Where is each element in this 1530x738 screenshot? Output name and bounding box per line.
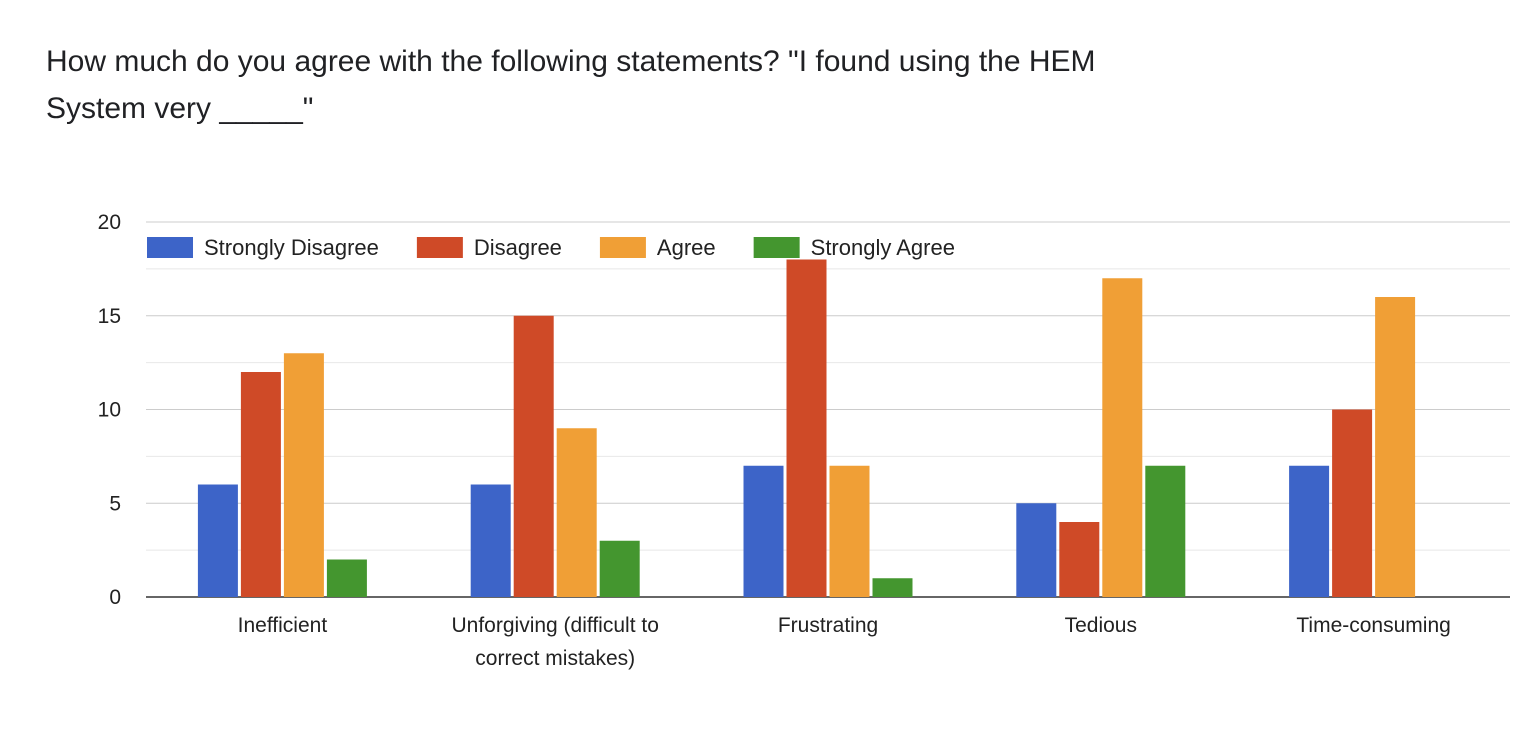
chart-title-line-1: How much do you agree with the following… (46, 45, 1096, 78)
legend-swatch (753, 237, 800, 258)
x-category-label: Tedious (1065, 614, 1137, 637)
bar-strongly-agree (599, 540, 640, 597)
legend-label: Agree (657, 235, 716, 260)
legend-swatch (416, 237, 463, 258)
y-axis-tick-labels: 0 5 10 15 20 (98, 211, 121, 609)
bars (197, 259, 1416, 597)
x-category-label: correct mistakes) (475, 647, 635, 670)
y-tick-label: 0 (109, 586, 121, 609)
y-tick-label: 5 (109, 492, 121, 515)
bar-strongly-disagree (1016, 503, 1057, 597)
bar-strongly-agree (1145, 465, 1186, 597)
bar-agree (1375, 297, 1416, 597)
legend-swatch (599, 237, 646, 258)
chart-title-line-2: System very _____" (46, 92, 314, 125)
y-tick-label: 15 (98, 305, 121, 328)
x-category-label: Unforgiving (difficult to (452, 614, 659, 637)
bar-disagree (1332, 409, 1373, 597)
x-category-label: Time-consuming (1296, 614, 1450, 637)
legend: Strongly Disagree Disagree Agree Strongly A… (147, 235, 955, 260)
gridlines (146, 221, 1510, 598)
bar-disagree (240, 372, 281, 597)
bar-disagree (1059, 522, 1100, 597)
bar-strongly-disagree (470, 484, 511, 597)
chart-title: How much do you agree with the following… (46, 38, 1246, 132)
y-tick-label: 20 (98, 211, 121, 234)
legend-label: Disagree (474, 235, 562, 260)
bar-agree (556, 428, 597, 597)
bar-strongly-agree (326, 559, 367, 597)
bar-strongly-disagree (1289, 465, 1330, 597)
bar-strongly-disagree (743, 465, 784, 597)
x-category-label: Frustrating (778, 614, 878, 637)
bar-disagree (786, 259, 827, 597)
bar-disagree (513, 315, 554, 597)
bar-agree (829, 465, 870, 597)
legend-label: Strongly Agree (811, 235, 955, 260)
y-tick-label: 10 (98, 399, 121, 422)
bar-agree (283, 353, 324, 597)
bar-strongly-agree (872, 578, 913, 597)
bar-strongly-disagree (197, 484, 238, 597)
bar-agree (1102, 278, 1143, 597)
x-axis-category-labels: Inefficient Unforgiving (difficult to corr… (238, 614, 1451, 670)
legend-label: Strongly Disagree (204, 235, 379, 260)
legend-swatch (147, 237, 193, 258)
x-category-label: Inefficient (238, 614, 328, 637)
